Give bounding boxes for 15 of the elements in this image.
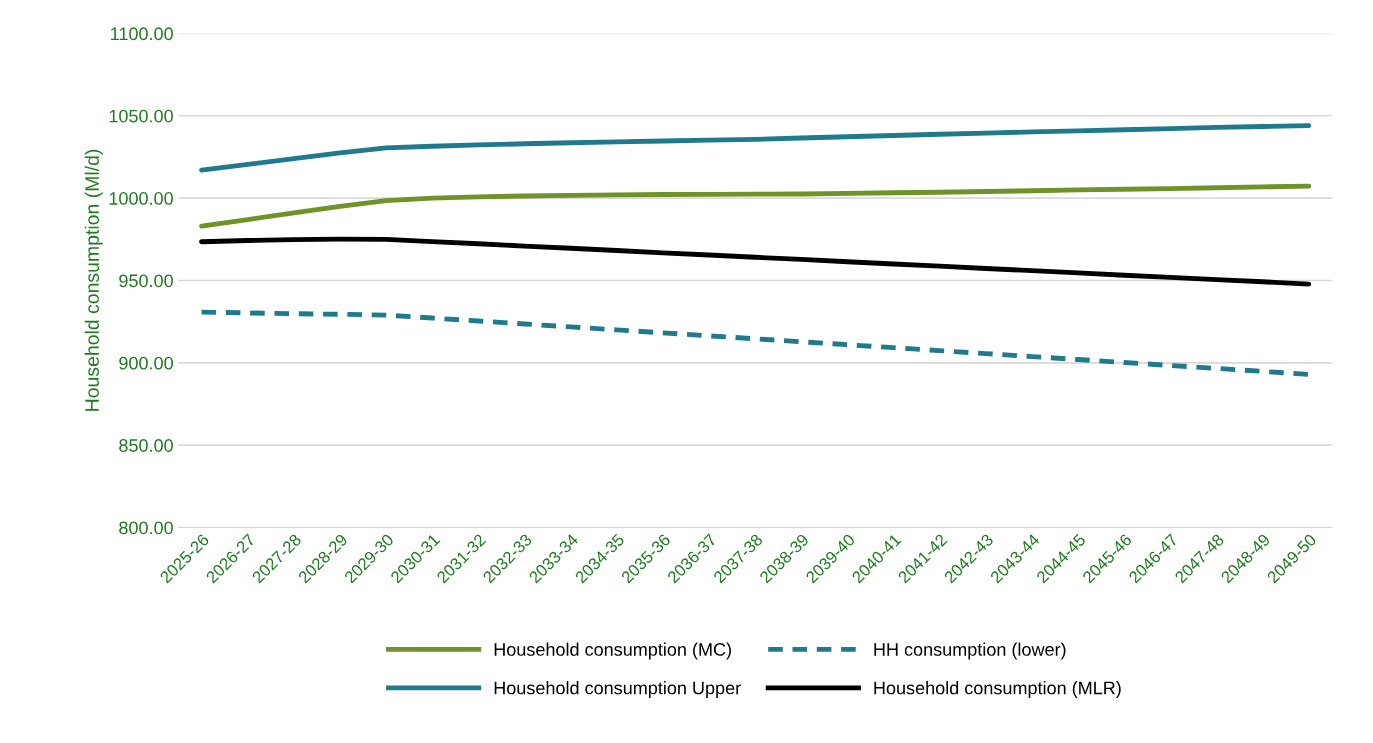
legend-label: Household consumption (MC): [494, 642, 731, 660]
y-tick-label: 850.00: [119, 439, 173, 452]
y-tick-label: 1050.00: [109, 109, 173, 123]
y-tick-label: 900.00: [119, 356, 173, 370]
legend-label: HH consumption (lower): [874, 642, 1066, 660]
line-series: [199, 236, 1312, 287]
y-tick-label: 950.00: [119, 274, 173, 288]
y-tick-label: 800.00: [119, 521, 173, 535]
y-tick-label: 1100.00: [111, 27, 173, 41]
y-tick-label: 1000.00: [109, 192, 173, 205]
legend-label: Household consumption (MLR): [874, 681, 1121, 698]
line-series: [199, 183, 1312, 229]
y-axis-title: Household consumption (Ml/d): [84, 149, 103, 411]
legend-label: Household consumption Upper: [494, 681, 741, 698]
line-series: [199, 123, 1312, 173]
